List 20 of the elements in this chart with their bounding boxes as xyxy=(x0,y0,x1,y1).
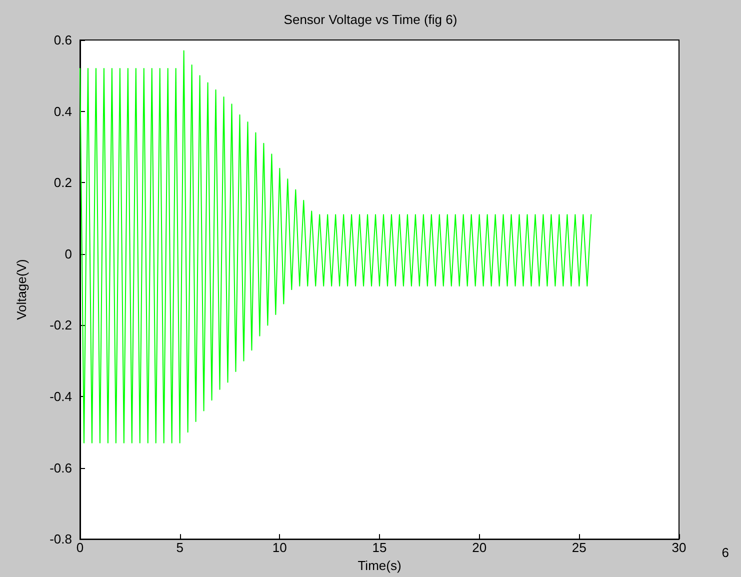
y-tick-label: 0.4 xyxy=(54,104,72,119)
line-series xyxy=(80,50,592,444)
x-tick-label: 0 xyxy=(76,540,84,556)
y-tick-label: 0.6 xyxy=(54,32,72,48)
x-tick-label: 20 xyxy=(472,540,487,556)
y-tick-label: -0.6 xyxy=(50,460,72,476)
chart-title: Sensor Voltage vs Time (fig 6) xyxy=(284,12,458,27)
x-tick-label: 5 xyxy=(176,540,184,556)
y-tick-label: 0.2 xyxy=(54,175,72,190)
x-tick-label: 30 xyxy=(672,540,686,556)
y-tick-label: -0.2 xyxy=(50,318,72,333)
y-axis-title: Voltage(V) xyxy=(14,259,29,320)
y-tick-label: 0 xyxy=(64,246,72,262)
text: 6 xyxy=(722,545,730,560)
x-axis-title: Time(s) xyxy=(358,558,402,573)
x-tick-label: 10 xyxy=(272,540,287,556)
y-tick-label: -0.8 xyxy=(50,532,72,547)
y-tick-label: -0.4 xyxy=(50,389,72,404)
x-tick-label: 25 xyxy=(572,540,586,556)
x-tick-label: 15 xyxy=(372,540,387,556)
